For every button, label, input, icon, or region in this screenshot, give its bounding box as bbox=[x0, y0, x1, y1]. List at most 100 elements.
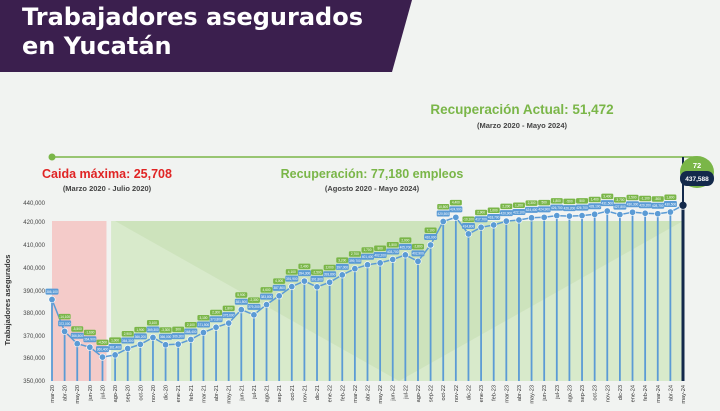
value-label-bg bbox=[373, 251, 387, 258]
value-label-bg bbox=[209, 316, 223, 323]
change-label-bg bbox=[651, 196, 664, 202]
value-label: 387,800 bbox=[273, 286, 285, 290]
value-label-bg bbox=[487, 213, 501, 220]
change-label-bg bbox=[411, 243, 424, 250]
value-label-group: 401,400 1,700 bbox=[361, 247, 374, 260]
change-label: -3,700 bbox=[615, 198, 624, 202]
data-point bbox=[61, 327, 69, 335]
value-label-bg bbox=[159, 333, 173, 340]
value-label: 366,300 bbox=[172, 335, 184, 339]
data-point bbox=[288, 283, 296, 291]
change-label: 2,200 bbox=[502, 205, 510, 209]
x-tick-label: ene-24 bbox=[631, 385, 637, 402]
data-point bbox=[502, 217, 510, 225]
value-label: 424,900 bbox=[538, 208, 550, 212]
x-tick-label: may-20 bbox=[75, 385, 81, 404]
x-tick-label: jun-22 bbox=[391, 385, 397, 402]
value-label-group: 387,800 4,000 bbox=[272, 278, 286, 291]
value-label-group: 426,700 500 bbox=[575, 198, 589, 211]
value-label-group: 366,000 -3,300 bbox=[159, 327, 173, 340]
x-tick-label: nov-20 bbox=[151, 385, 157, 402]
value-label: 401,400 bbox=[362, 255, 374, 259]
change-label-bg bbox=[96, 339, 109, 346]
value-label-bg bbox=[525, 206, 539, 213]
x-tick-label: mar-20 bbox=[50, 385, 56, 403]
x-tick-label: oct-20 bbox=[138, 385, 144, 401]
change-label: 3,200 bbox=[338, 258, 346, 262]
value-label-group: 410,000 7,100 bbox=[424, 227, 438, 240]
data-point bbox=[553, 212, 561, 220]
value-label: 429,200 bbox=[639, 204, 651, 208]
value-label-group: 366,300 300 bbox=[171, 326, 185, 340]
value-label-group: 372,000 -14,100 bbox=[58, 313, 72, 327]
change-label-bg bbox=[538, 199, 551, 206]
value-label: 427,800 bbox=[614, 205, 626, 209]
change-label-bg bbox=[260, 287, 273, 293]
x-tick-label: ene-22 bbox=[328, 385, 334, 402]
y-axis-label: Trabajadores asegurados bbox=[3, 255, 12, 346]
data-point bbox=[275, 292, 283, 300]
data-point bbox=[376, 259, 384, 267]
x-tick-label: sep-22 bbox=[429, 385, 435, 402]
change-label-bg bbox=[437, 204, 450, 210]
data-point bbox=[616, 211, 624, 219]
change-label-bg bbox=[500, 203, 513, 210]
value-label: 417,700 bbox=[475, 218, 487, 222]
value-label-bg bbox=[310, 275, 324, 282]
x-tick-label: oct-22 bbox=[441, 385, 447, 401]
x-tick-label: feb-21 bbox=[189, 385, 195, 401]
x-tick-label: jul-22 bbox=[403, 385, 409, 400]
value-label-group: 427,800 -3,700 bbox=[613, 197, 627, 210]
value-label-bg bbox=[272, 284, 286, 291]
value-label-group: 366,500 -5,500 bbox=[70, 326, 84, 339]
x-tick-label: feb-23 bbox=[492, 385, 498, 401]
x-tick-label: jul-23 bbox=[555, 385, 561, 400]
change-label: -500 bbox=[655, 197, 662, 201]
value-label: 399,700 bbox=[349, 259, 361, 263]
data-point bbox=[654, 210, 662, 218]
data-point bbox=[591, 210, 599, 218]
value-label: 420,900 bbox=[501, 212, 513, 216]
value-label-group: 397,000 3,200 bbox=[335, 257, 349, 270]
x-tick-label: sep-20 bbox=[126, 385, 132, 402]
x-tick-label: dic-21 bbox=[315, 385, 321, 400]
data-point bbox=[439, 218, 447, 226]
x-tick-label: sep-23 bbox=[580, 385, 586, 402]
value-label-bg bbox=[58, 320, 72, 327]
change-label: 4,600 bbox=[263, 288, 271, 292]
value-label-group: 402,900 -2,800 bbox=[411, 243, 425, 257]
x-tick-label: oct-21 bbox=[290, 385, 296, 401]
value-label: 403,700 bbox=[387, 250, 399, 254]
change-label: 1,900 bbox=[136, 328, 144, 332]
value-label: 366,500 bbox=[71, 334, 83, 338]
x-tick-label: sep-21 bbox=[277, 385, 283, 402]
change-label: 2,900 bbox=[477, 211, 485, 215]
value-label-bg bbox=[171, 333, 185, 340]
change-label-bg bbox=[361, 247, 374, 253]
change-label-bg bbox=[588, 196, 601, 203]
value-label-bg bbox=[411, 250, 425, 257]
value-label-bg bbox=[222, 312, 236, 319]
recovery-triangle bbox=[115, 221, 684, 381]
change-label-bg bbox=[639, 195, 652, 202]
value-label: 381,500 bbox=[236, 300, 248, 304]
change-label-bg bbox=[210, 309, 223, 316]
data-point bbox=[326, 278, 334, 286]
change-label-bg bbox=[134, 326, 147, 333]
recuperacion-title: Recuperación: 77,180 empleos bbox=[281, 167, 464, 181]
value-label-bg bbox=[323, 271, 337, 278]
change-label: -5,500 bbox=[73, 327, 82, 331]
change-label-bg bbox=[121, 331, 134, 337]
change-label: 2,100 bbox=[187, 323, 195, 327]
value-label-group: 375,600 1,800 bbox=[222, 305, 236, 319]
change-label: -14,100 bbox=[59, 315, 70, 319]
change-label: -2,300 bbox=[249, 298, 258, 302]
value-label: 414,800 bbox=[463, 224, 475, 228]
change-label: 7,100 bbox=[427, 228, 435, 232]
y-tick-label: 440,000 bbox=[23, 201, 45, 207]
value-label: 383,800 bbox=[261, 295, 273, 299]
end-badge-change: 72 bbox=[693, 161, 701, 170]
data-point bbox=[225, 319, 233, 327]
value-label-bg bbox=[436, 210, 450, 217]
value-label-group: 429,200 -1,100 bbox=[638, 195, 652, 209]
